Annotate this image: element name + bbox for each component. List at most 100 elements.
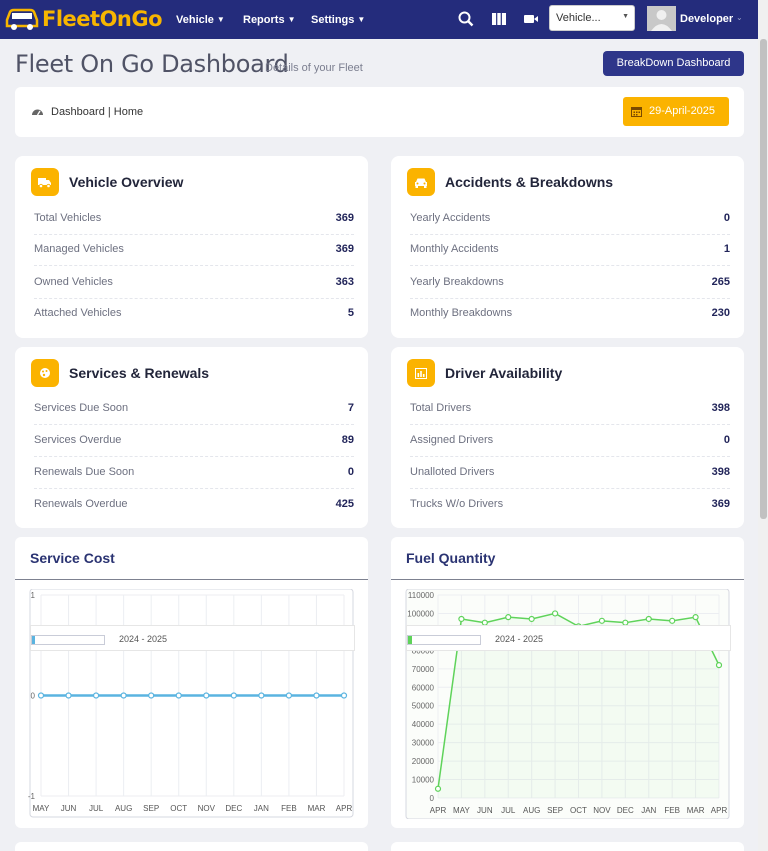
stat-label: Owned Vehicles: [34, 276, 113, 288]
y-tick-label: 1: [31, 591, 36, 600]
stat-row[interactable]: Owned Vehicles 363: [34, 267, 354, 299]
chevron-down-icon: ▼: [216, 15, 225, 24]
x-tick-label: OCT: [170, 804, 187, 813]
data-point: [313, 692, 320, 699]
stat-row[interactable]: Renewals Overdue 425: [34, 489, 354, 521]
x-tick-label: FEB: [281, 804, 297, 813]
x-tick-label: MAY: [33, 804, 50, 813]
scrollbar-thumb[interactable]: [760, 39, 767, 519]
nav-reports-menu[interactable]: Reports ▼: [243, 0, 295, 39]
x-tick-label: SEP: [143, 804, 159, 813]
stat-row[interactable]: Managed Vehicles 369: [34, 234, 354, 266]
stat-label: Managed Vehicles: [34, 243, 124, 255]
stat-value: 1: [723, 243, 730, 255]
stat-row[interactable]: Renewals Due Soon 0: [34, 457, 354, 489]
stat-label: Total Drivers: [410, 402, 472, 414]
stat-value: 0: [347, 466, 354, 478]
stat-row[interactable]: Services Due Soon 7: [34, 393, 354, 425]
nav-settings-menu[interactable]: Settings ▼: [311, 0, 365, 39]
stat-row[interactable]: Total Drivers 398: [410, 393, 730, 425]
legend-swatch[interactable]: [407, 635, 481, 645]
stat-row[interactable]: Yearly Breakdowns 265: [410, 267, 730, 299]
x-tick-label: JAN: [254, 804, 269, 813]
breakdown-dashboard-button[interactable]: BreakDown Dashboard: [603, 51, 744, 76]
nav-reports-label: Reports: [243, 13, 285, 26]
x-tick-label: AUG: [523, 806, 540, 815]
data-point: [551, 610, 559, 617]
stat-label: Renewals Overdue: [34, 498, 128, 510]
stat-row[interactable]: Yearly Accidents 0: [410, 203, 730, 235]
y-tick-label: 10000: [412, 776, 435, 785]
legend-label[interactable]: 2024 - 2025: [119, 634, 168, 644]
stat-value: 89: [341, 434, 354, 446]
vehicle-select-value: Vehicle...: [556, 12, 601, 24]
x-tick-label: DEC: [617, 806, 634, 815]
stat-label: Trucks W/o Drivers: [410, 498, 504, 510]
y-tick-label: 0: [31, 692, 36, 701]
calendar-icon: [631, 107, 642, 117]
page-title: Fleet On Go Dashboard: [15, 50, 289, 78]
stat-label: Services Overdue: [34, 434, 122, 446]
y-tick-label: 40000: [412, 720, 435, 729]
stat-row[interactable]: Monthly Accidents 1: [410, 234, 730, 266]
card-title: Services & Renewals: [69, 365, 210, 381]
vehicle-overview-card: Vehicle Overview Total Vehicles 369 Manag…: [15, 156, 368, 338]
data-point: [175, 692, 182, 699]
stat-row[interactable]: Unalloted Drivers 398: [410, 457, 730, 489]
data-point: [120, 692, 127, 699]
x-tick-label: JUL: [89, 804, 104, 813]
stat-label: Services Due Soon: [34, 402, 129, 414]
legend-label[interactable]: 2024 - 2025: [495, 634, 544, 644]
stat-row[interactable]: Total Vehicles 369: [34, 203, 354, 235]
user-silhouette-icon: [651, 10, 672, 31]
card-title: Accidents & Breakdowns: [445, 174, 614, 190]
legend-swatch[interactable]: [31, 635, 105, 645]
x-tick-label: AUG: [115, 804, 132, 813]
search-icon[interactable]: [457, 10, 475, 28]
chart-legend: 2024 - 2025: [406, 625, 731, 651]
driver-availability-card: Driver Availability Total Drivers 398 Ass…: [391, 347, 744, 528]
data-point: [203, 692, 210, 699]
data-point: [65, 692, 72, 699]
bar-chart-icon: [407, 359, 435, 387]
chart-title: Service Cost: [30, 550, 115, 566]
date-badge[interactable]: 29-April-2025: [623, 97, 729, 126]
y-tick-label: 50000: [412, 702, 435, 711]
data-point: [434, 785, 442, 792]
user-name[interactable]: Developer: [680, 13, 734, 25]
data-point: [340, 692, 348, 699]
data-point: [230, 692, 237, 699]
stat-label: Total Vehicles: [34, 212, 102, 224]
divider: [15, 579, 368, 580]
truck-icon: [31, 168, 59, 196]
service-cost-chart[interactable]: 1 0 -1 MAY JUN JUL AUG SEP OCT NOV DEC JAN FEB MAR APR: [15, 589, 368, 819]
service-cost-chart-card: Service Cost 1 0 -1 MAY JUN JUL AUG SEP OCT NOV DE…: [15, 537, 368, 828]
stat-value: 369: [711, 498, 730, 510]
nav-vehicle-menu[interactable]: Vehicle ▼: [176, 0, 225, 39]
x-tick-label: APR: [430, 806, 447, 815]
vehicle-select[interactable]: Vehicle... ▼: [549, 5, 635, 31]
columns-icon[interactable]: [490, 10, 508, 28]
chevron-down-icon[interactable]: ⌄: [736, 13, 743, 22]
data-point: [285, 692, 293, 699]
brand-logo[interactable]: FleetOnGo: [4, 5, 163, 33]
video-camera-icon[interactable]: [522, 10, 540, 28]
data-point: [92, 692, 100, 699]
x-tick-label: OCT: [570, 806, 587, 815]
nav-vehicle-label: Vehicle: [176, 13, 214, 26]
data-point: [669, 617, 676, 624]
stat-row[interactable]: Services Overdue 89: [34, 425, 354, 457]
stat-row[interactable]: Monthly Breakdowns 230: [410, 298, 730, 330]
stat-value: 0: [723, 212, 730, 224]
stat-row[interactable]: Trucks W/o Drivers 369: [410, 489, 730, 521]
next-card: [15, 842, 368, 851]
stat-row[interactable]: Attached Vehicles 5: [34, 298, 354, 330]
top-navbar: FleetOnGo Vehicle ▼ Reports ▼ Settings ▼ Ve…: [0, 0, 758, 39]
fuel-quantity-chart[interactable]: 0100002000030000400005000060000700008000…: [391, 589, 744, 819]
avatar[interactable]: [647, 6, 676, 31]
breadcrumb-text[interactable]: Dashboard | Home: [51, 106, 144, 118]
x-tick-label: NOV: [593, 806, 611, 815]
x-tick-label: FEB: [664, 806, 680, 815]
stat-row[interactable]: Assigned Drivers 0: [410, 425, 730, 457]
stat-value: 398: [711, 466, 730, 478]
